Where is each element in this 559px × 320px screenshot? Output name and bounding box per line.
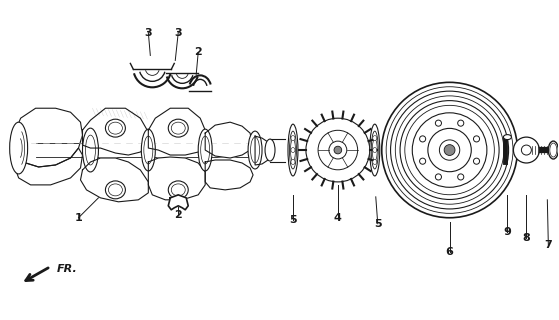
Text: 6: 6: [446, 247, 453, 257]
Text: FR.: FR.: [56, 264, 77, 274]
Circle shape: [382, 82, 518, 218]
Circle shape: [420, 158, 426, 164]
Circle shape: [473, 136, 480, 142]
Ellipse shape: [550, 143, 557, 157]
Ellipse shape: [265, 139, 275, 161]
Ellipse shape: [290, 131, 296, 169]
Text: 5: 5: [374, 219, 382, 229]
Circle shape: [391, 91, 509, 209]
Circle shape: [435, 120, 442, 126]
Polygon shape: [148, 157, 205, 200]
Circle shape: [435, 174, 442, 180]
Ellipse shape: [171, 122, 185, 134]
Text: 9: 9: [504, 227, 511, 237]
Text: 1: 1: [74, 213, 82, 223]
Circle shape: [444, 145, 455, 156]
Ellipse shape: [291, 148, 295, 153]
Circle shape: [413, 113, 487, 187]
Circle shape: [473, 158, 480, 164]
Ellipse shape: [168, 181, 188, 199]
Circle shape: [513, 137, 539, 163]
Ellipse shape: [373, 148, 377, 153]
Ellipse shape: [83, 128, 98, 172]
Ellipse shape: [288, 124, 298, 176]
Polygon shape: [16, 148, 83, 185]
Ellipse shape: [291, 139, 296, 161]
Text: 2: 2: [174, 210, 182, 220]
Ellipse shape: [144, 136, 153, 164]
Ellipse shape: [372, 139, 377, 161]
Ellipse shape: [106, 181, 125, 199]
Polygon shape: [80, 158, 148, 202]
Text: 3: 3: [145, 28, 152, 37]
Ellipse shape: [171, 184, 185, 196]
Ellipse shape: [106, 119, 125, 137]
Circle shape: [405, 105, 494, 195]
Circle shape: [306, 118, 369, 182]
Ellipse shape: [373, 159, 377, 164]
Ellipse shape: [248, 131, 262, 169]
Text: 8: 8: [523, 233, 530, 243]
Text: 5: 5: [289, 215, 297, 225]
Polygon shape: [168, 195, 188, 210]
Ellipse shape: [504, 135, 511, 140]
Circle shape: [400, 100, 499, 199]
Polygon shape: [15, 108, 83, 167]
Circle shape: [334, 146, 342, 154]
Ellipse shape: [10, 122, 27, 174]
Circle shape: [458, 174, 464, 180]
Polygon shape: [83, 108, 148, 155]
Ellipse shape: [168, 119, 188, 137]
Ellipse shape: [548, 141, 558, 159]
Polygon shape: [148, 108, 205, 155]
Polygon shape: [205, 122, 252, 158]
Polygon shape: [205, 160, 253, 190]
Text: 7: 7: [544, 240, 552, 250]
Circle shape: [522, 145, 532, 155]
Circle shape: [329, 141, 347, 159]
Polygon shape: [255, 136, 270, 165]
Ellipse shape: [291, 136, 295, 140]
Circle shape: [458, 120, 464, 126]
Circle shape: [395, 96, 504, 204]
Text: 4: 4: [334, 213, 342, 223]
Circle shape: [386, 87, 513, 213]
Circle shape: [420, 136, 426, 142]
Ellipse shape: [371, 131, 378, 169]
Ellipse shape: [291, 159, 295, 164]
Circle shape: [439, 140, 459, 160]
Ellipse shape: [141, 129, 155, 171]
Ellipse shape: [250, 137, 259, 163]
Ellipse shape: [369, 124, 380, 176]
Text: 3: 3: [174, 28, 182, 37]
Ellipse shape: [373, 136, 377, 140]
Ellipse shape: [86, 135, 96, 165]
Ellipse shape: [198, 129, 212, 171]
Circle shape: [428, 128, 471, 172]
Ellipse shape: [108, 184, 122, 196]
Ellipse shape: [201, 136, 210, 164]
Ellipse shape: [108, 122, 122, 134]
Text: 2: 2: [195, 47, 202, 58]
Circle shape: [318, 130, 358, 170]
